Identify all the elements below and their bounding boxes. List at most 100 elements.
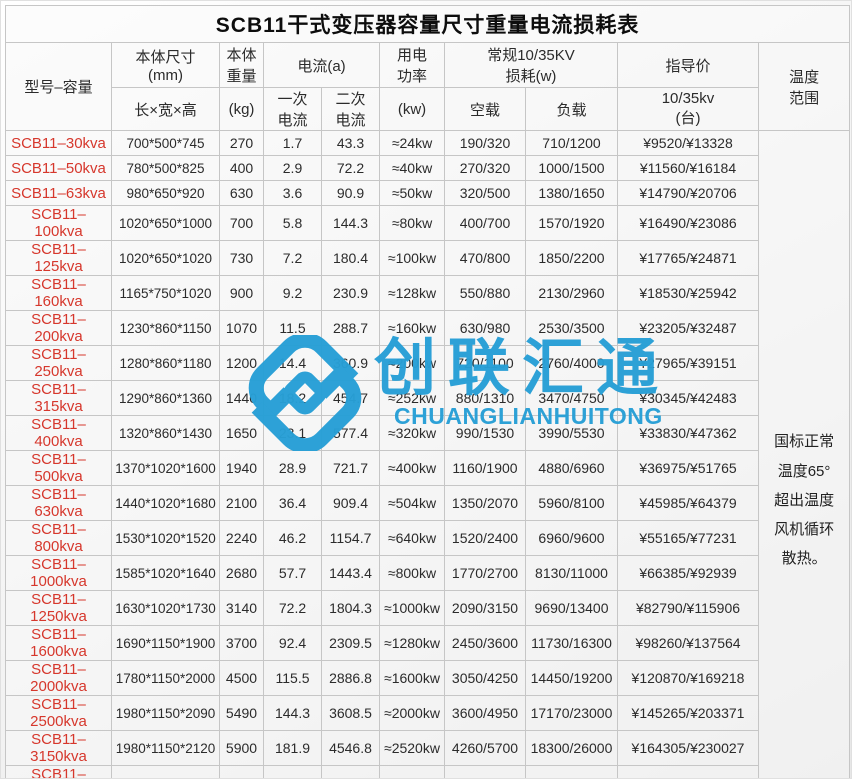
- power-cell: ≈2000kw: [379, 695, 445, 731]
- secondary-current-cell: 909.4: [321, 485, 380, 521]
- noload-loss-cell: 320/500: [444, 180, 526, 206]
- price-cell: ¥82790/¥115906: [617, 590, 759, 626]
- weight-cell: 1200: [219, 345, 264, 381]
- size-cell: 1165*750*1020: [111, 275, 220, 311]
- model-cell: SCB11–125kva: [5, 240, 112, 276]
- power-cell: ≈24kw: [379, 130, 445, 156]
- price-cell: ¥55165/¥77231: [617, 520, 759, 556]
- load-loss-cell: 2760/4000: [525, 345, 618, 381]
- load-loss-cell: 21600/32000: [525, 765, 618, 778]
- load-loss-cell: 3470/4750: [525, 380, 618, 416]
- noload-loss-cell: 400/700: [444, 205, 526, 241]
- model-cell: SCB11–2000kva: [5, 660, 112, 696]
- model-cell: SCB11–30kva: [5, 130, 112, 156]
- secondary-current-cell: 43.3: [321, 130, 380, 156]
- model-cell: SCB11–4000kva: [5, 765, 112, 778]
- secondary-current-cell: 3608.5: [321, 695, 380, 731]
- primary-current-cell: 1.7: [263, 130, 322, 156]
- power-cell: ≈1280kw: [379, 625, 445, 661]
- col-header-power: 用电 功率: [379, 42, 445, 88]
- noload-loss-cell: 880/1310: [444, 380, 526, 416]
- price-cell: ¥33830/¥47362: [617, 415, 759, 451]
- load-loss-cell: 5960/8100: [525, 485, 618, 521]
- weight-cell: 2240: [219, 520, 264, 556]
- primary-current-cell: 14.4: [263, 345, 322, 381]
- power-cell: ≈1600kw: [379, 660, 445, 696]
- size-cell: 1980*1150*2120: [111, 730, 220, 766]
- size-cell: 1690*1150*1900: [111, 625, 220, 661]
- secondary-current-cell: 5773.7: [321, 765, 380, 778]
- price-cell: ¥145265/¥203371: [617, 695, 759, 731]
- noload-loss-cell: 550/880: [444, 275, 526, 311]
- col-subheader-price-unit: 10/35kv (台): [617, 87, 759, 131]
- primary-current-cell: 230.9: [263, 765, 322, 778]
- weight-cell: 1940: [219, 450, 264, 486]
- secondary-current-cell: 72.2: [321, 155, 380, 181]
- col-subheader-kw: (kw): [379, 87, 445, 131]
- weight-cell: 3700: [219, 625, 264, 661]
- table-row: SCB11–63kva 980*650*920 630 3.6 90.9 ≈50kw 320…: [5, 180, 850, 206]
- price-cell: ¥11560/¥16184: [617, 155, 759, 181]
- power-cell: ≈800kw: [379, 555, 445, 591]
- power-cell: ≈50kw: [379, 180, 445, 206]
- size-cell: 1230*860*1150: [111, 310, 220, 346]
- secondary-current-cell: 288.7: [321, 310, 380, 346]
- load-loss-cell: 18300/26000: [525, 730, 618, 766]
- primary-current-cell: 181.9: [263, 730, 322, 766]
- weight-cell: 400: [219, 155, 264, 181]
- price-cell: ¥18530/¥25942: [617, 275, 759, 311]
- power-cell: ≈40kw: [379, 155, 445, 181]
- noload-loss-cell: 1770/2700: [444, 555, 526, 591]
- price-cell: ¥98260/¥137564: [617, 625, 759, 661]
- col-header-price: 指导价: [617, 42, 759, 88]
- table-row: SCB11–200kva 1230*860*1150 1070 11.5 288.7 ≈1…: [5, 310, 850, 346]
- load-loss-cell: 710/1200: [525, 130, 618, 156]
- col-header-weight: 本体 重量: [219, 42, 264, 88]
- model-cell: SCB11–630kva: [5, 485, 112, 521]
- primary-current-cell: 28.9: [263, 450, 322, 486]
- power-cell: ≈252kw: [379, 380, 445, 416]
- secondary-current-cell: 721.7: [321, 450, 380, 486]
- col-header-size: 本体尺寸 (mm): [111, 42, 220, 88]
- col-subheader-secondary-current: 二次 电流: [321, 87, 380, 131]
- power-cell: ≈200kw: [379, 345, 445, 381]
- col-subheader-primary-current: 一次 电流: [263, 87, 322, 131]
- table-row: SCB11–4000kva2200*1270*23106450230.95773…: [5, 765, 850, 778]
- table-row: SCB11–250kva 1280*860*1180 1200 14.4 360.9 ≈2…: [5, 345, 850, 381]
- size-cell: 1020*650*1020: [111, 240, 220, 276]
- table-row: SCB11–800kva 1530*1020*1520 2240 46.2 1154.7…: [5, 520, 850, 556]
- noload-loss-cell: 1520/2400: [444, 520, 526, 556]
- noload-loss-cell: 630/980: [444, 310, 526, 346]
- price-cell: ¥9520/¥13328: [617, 130, 759, 156]
- model-cell: SCB11–315kva: [5, 380, 112, 416]
- size-cell: 700*500*745: [111, 130, 220, 156]
- col-subheader-kg: (kg): [219, 87, 264, 131]
- power-cell: ≈400kw: [379, 450, 445, 486]
- primary-current-cell: 72.2: [263, 590, 322, 626]
- secondary-current-cell: 1804.3: [321, 590, 380, 626]
- price-cell: ¥23205/¥32487: [617, 310, 759, 346]
- primary-current-cell: 18.2: [263, 380, 322, 416]
- weight-cell: 900: [219, 275, 264, 311]
- model-cell: SCB11–800kva: [5, 520, 112, 556]
- secondary-current-cell: 2886.8: [321, 660, 380, 696]
- size-cell: 1320*860*1430: [111, 415, 220, 451]
- table-row: SCB11–630kva 1440*1020*1680 2100 36.4 909.4 ≈…: [5, 485, 850, 521]
- secondary-current-cell: 144.3: [321, 205, 380, 241]
- power-cell: ≈128kw: [379, 275, 445, 311]
- load-loss-cell: 2130/2960: [525, 275, 618, 311]
- noload-loss-cell: 1350/2070: [444, 485, 526, 521]
- weight-cell: 730: [219, 240, 264, 276]
- weight-cell: 1650: [219, 415, 264, 451]
- primary-current-cell: 144.3: [263, 695, 322, 731]
- size-cell: 1585*1020*1640: [111, 555, 220, 591]
- primary-current-cell: 7.2: [263, 240, 322, 276]
- secondary-current-cell: 577.4: [321, 415, 380, 451]
- table-row: SCB11–125kva 1020*650*1020 730 7.2 180.4 ≈100…: [5, 240, 850, 276]
- weight-cell: 700: [219, 205, 264, 241]
- weight-cell: 1440: [219, 380, 264, 416]
- power-cell: ≈1000kw: [379, 590, 445, 626]
- size-cell: 1780*1150*2000: [111, 660, 220, 696]
- load-loss-cell: 17170/23000: [525, 695, 618, 731]
- primary-current-cell: 9.2: [263, 275, 322, 311]
